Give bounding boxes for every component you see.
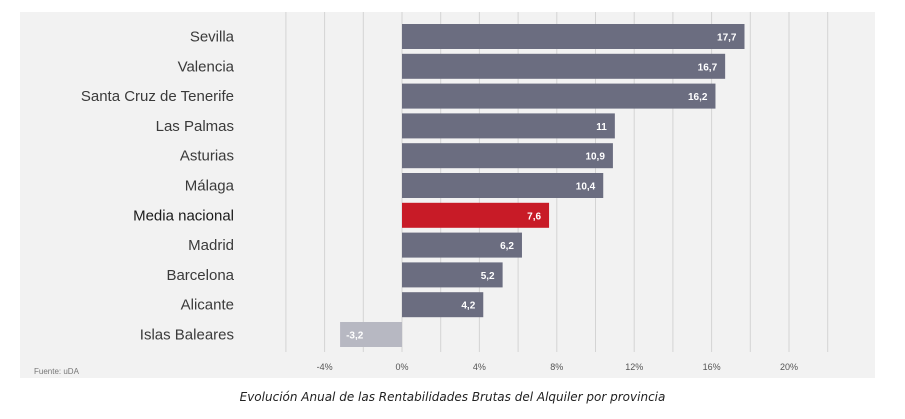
bar-value-label: 16,7 [698,62,718,73]
bar-value-label: 17,7 [717,33,737,44]
x-tick-label: 0% [395,362,408,372]
bar-value-label: 11 [596,122,607,133]
category-label: Media nacional [133,207,234,224]
category-label: Valencia [178,58,235,75]
bar [402,113,615,139]
bar [402,292,484,318]
category-label: Islas Baleares [140,327,234,344]
x-tick-label: 16% [703,362,721,372]
category-label: Santa Cruz de Tenerife [81,88,234,105]
chart-panel: 17,7 16,7 16,2 11 10,9 10,4 7,6 6,2 5,2 4,2 -3,2 S… [20,12,875,378]
bar-highlight [402,202,550,228]
category-label: Las Palmas [156,118,234,135]
bar [402,24,745,49]
bar-value-label: 10,9 [585,152,605,163]
category-label: Alicante [181,297,234,314]
bar-value-label: 6,2 [500,241,514,252]
category-label: Asturias [180,148,234,165]
bar [402,262,503,288]
x-tick-label: 12% [625,362,643,372]
bar-value-label: 7,6 [527,211,541,222]
bar-chart: 17,7 16,7 16,2 11 10,9 10,4 7,6 6,2 5,2 4,2 -3,2 S… [34,12,829,376]
bar-value-label: -3,2 [346,331,364,342]
bar-value-label: 16,2 [688,92,708,103]
source-note: Fuente: uDA [34,367,80,376]
x-tick-label: 4% [473,362,486,372]
bar [402,83,716,109]
category-label: Madrid [188,237,234,254]
category-label: Málaga [185,178,235,195]
bar [402,53,726,79]
bar-value-label: 4,2 [461,301,475,312]
bar [402,232,522,258]
bar [402,143,613,169]
bar-value-label: 10,4 [576,182,596,193]
x-tick-label: 8% [550,362,563,372]
x-tick-label: 20% [780,362,798,372]
bar-value-label: 5,2 [481,271,495,282]
figure-caption: Evolución Anual de las Rentabilidades Br… [239,390,666,404]
x-axis-ticks: -4% 0% 4% 8% 12% 16% 20% [317,362,798,372]
category-label: Sevilla [190,29,235,46]
bars: 17,7 16,7 16,2 11 10,9 10,4 7,6 6,2 5,2 4,2 -3,2 [340,24,745,347]
bar [402,173,604,198]
x-tick-label: -4% [317,362,333,372]
category-labels: Sevilla Valencia Santa Cruz de Tenerife Las… [81,29,235,344]
bar [340,322,402,347]
category-label: Barcelona [166,267,234,284]
